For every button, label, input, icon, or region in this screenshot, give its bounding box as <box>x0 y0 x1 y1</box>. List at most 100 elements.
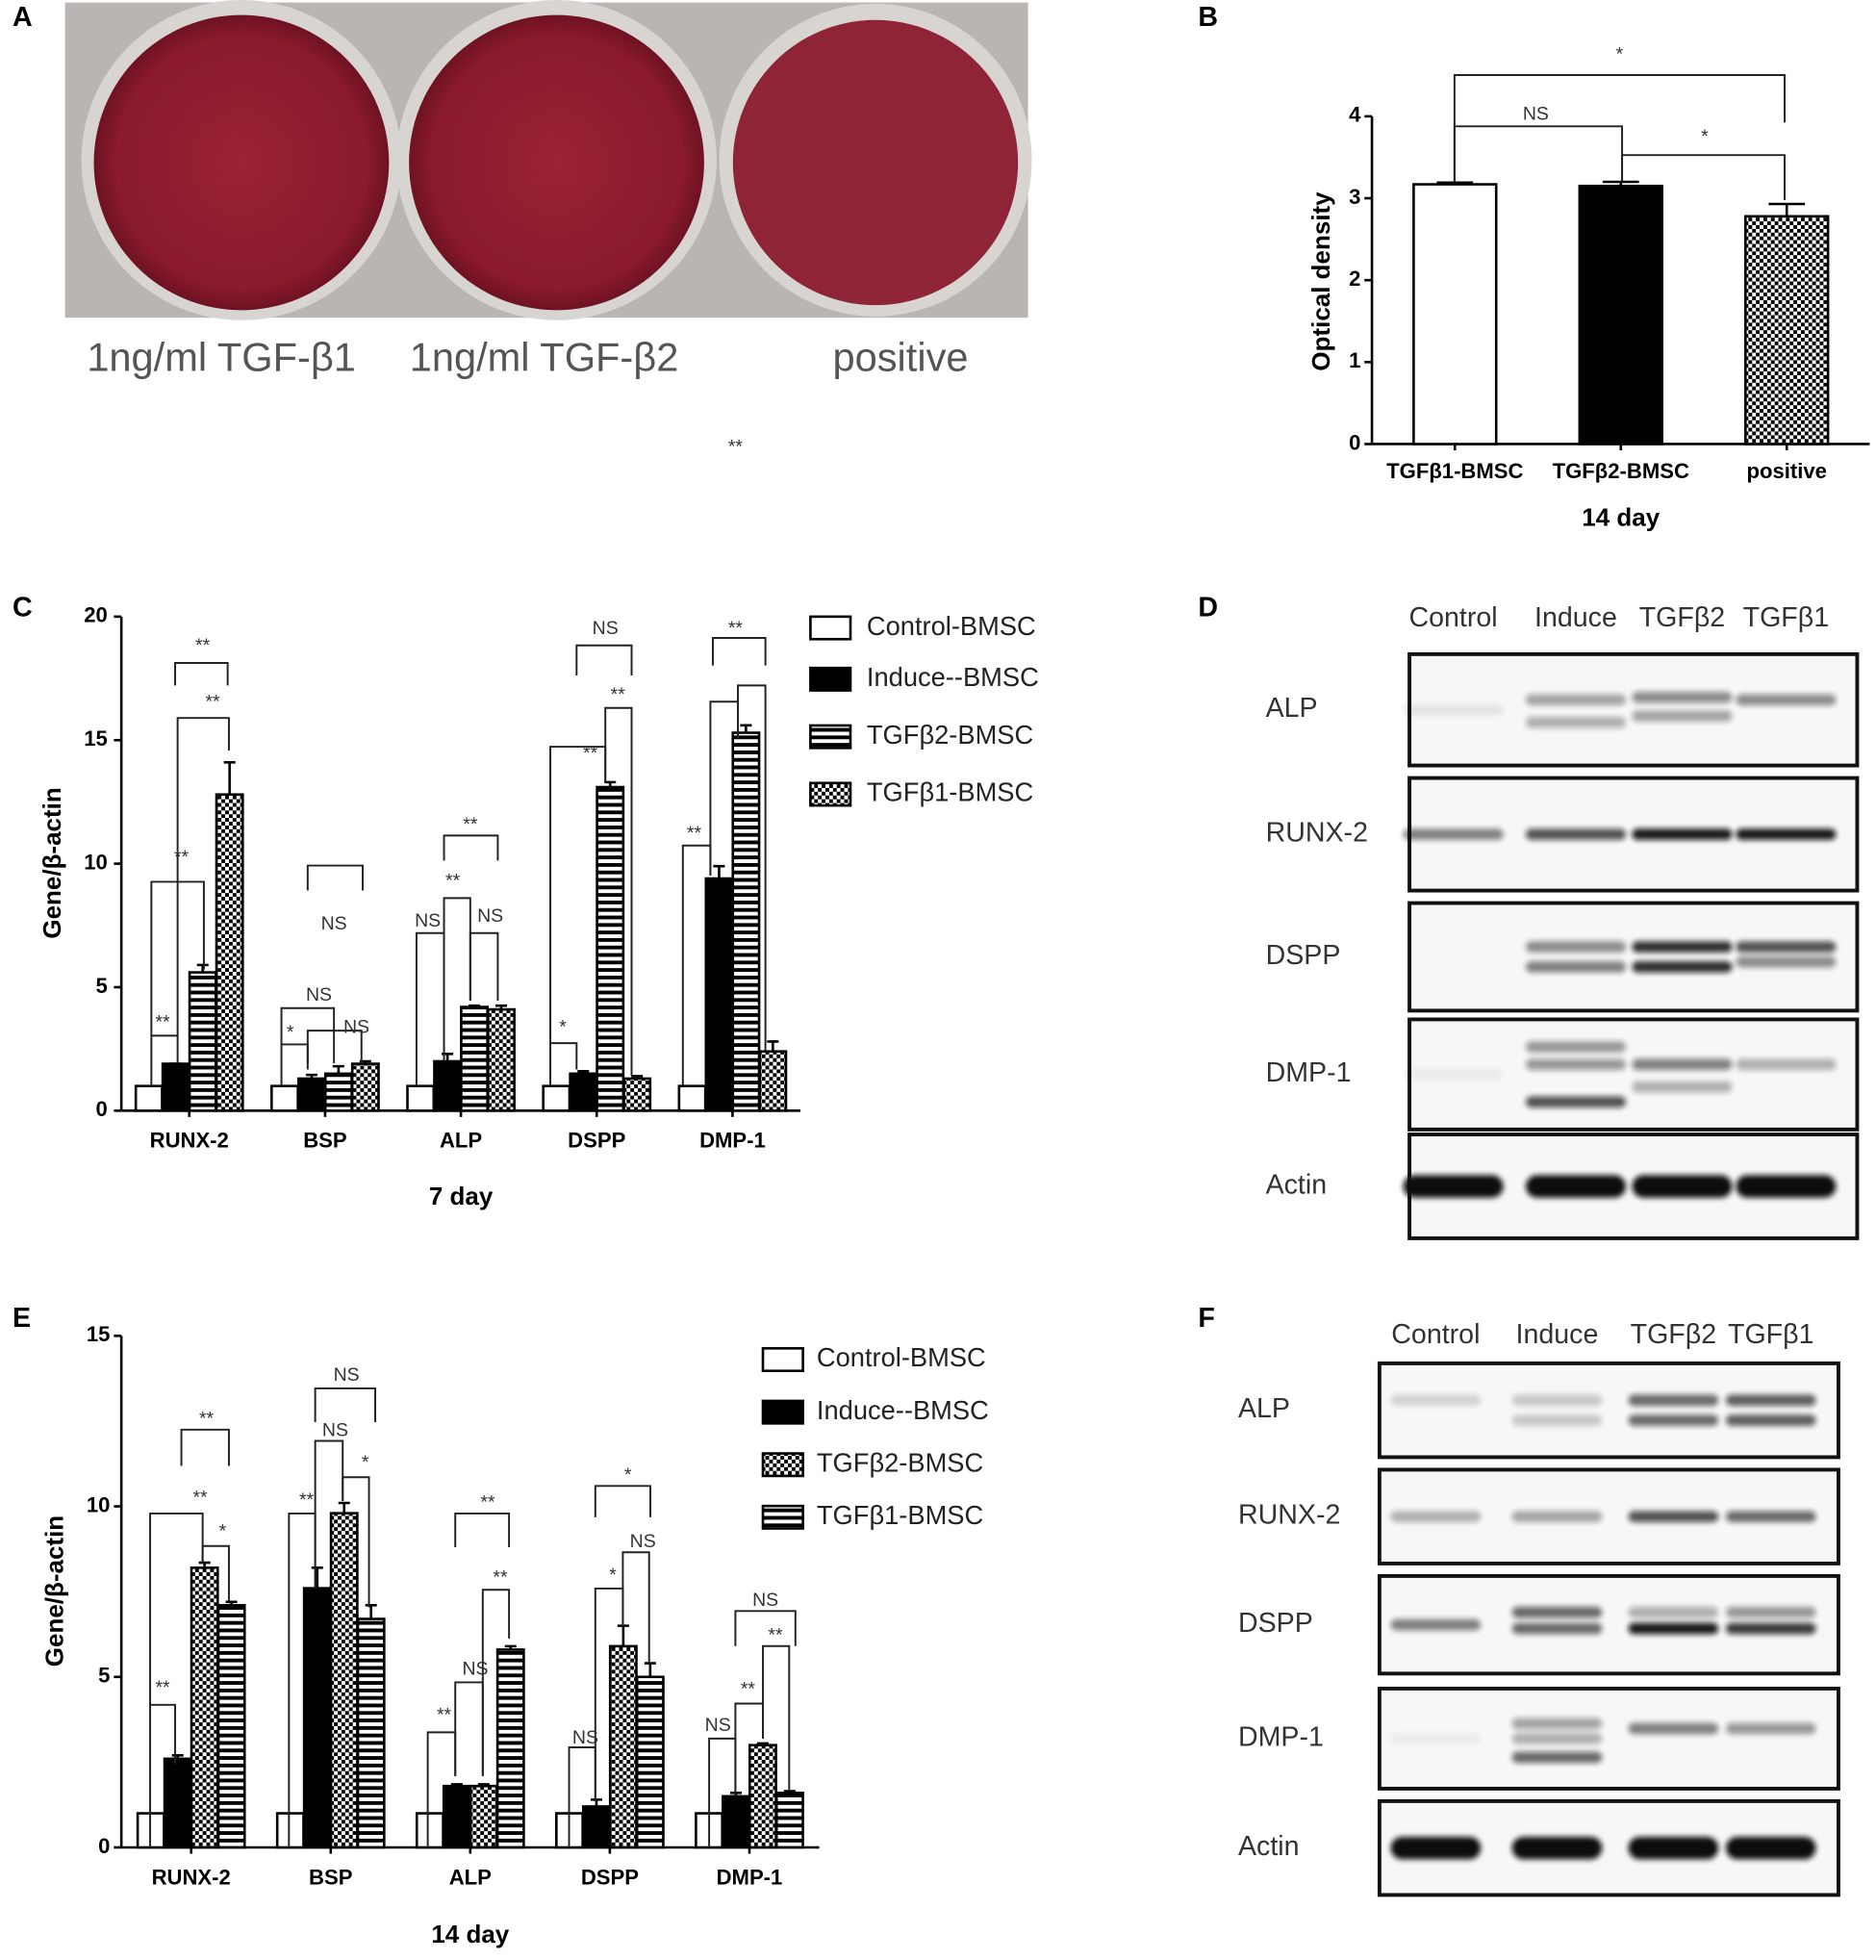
bar <box>216 1604 246 1849</box>
panel-label: D <box>1198 593 1218 624</box>
annotation: * <box>362 1452 369 1473</box>
bar <box>329 1512 359 1849</box>
legend-label: Induce--BMSC <box>867 662 1039 692</box>
annotation: NS <box>477 905 503 927</box>
annotation: ** <box>480 1492 495 1514</box>
blot-band <box>1628 1622 1719 1635</box>
bar <box>270 1084 299 1112</box>
legend-label: TGFβ1-BMSC <box>817 1500 983 1530</box>
annotation: NS <box>593 618 619 639</box>
bar <box>495 1648 525 1849</box>
error-bar <box>713 864 725 879</box>
blot-band <box>1390 1836 1482 1860</box>
blot-band <box>1525 828 1626 840</box>
legend-swatch <box>761 1399 804 1425</box>
row-label: Actin <box>1238 1831 1300 1862</box>
annotation: NS <box>321 913 347 934</box>
error-bar <box>617 1624 629 1646</box>
annotation: ** <box>445 871 461 892</box>
x-axis-label: 14 day <box>431 1920 509 1948</box>
blot-band <box>1511 1606 1603 1618</box>
blot-band <box>1736 1058 1837 1071</box>
blot-band <box>1511 1622 1603 1635</box>
bar <box>188 971 217 1112</box>
annotation: ** <box>611 684 626 705</box>
blot-band <box>1736 828 1837 840</box>
x-tick-label: BSP <box>309 1865 352 1889</box>
bar <box>161 1062 190 1112</box>
blot-band <box>1525 1058 1626 1071</box>
blot-band <box>1390 1394 1482 1407</box>
lane-label: TGFβ1 <box>1743 602 1829 633</box>
bar <box>758 1050 788 1112</box>
legend-swatch <box>761 1452 804 1478</box>
blot-band <box>1632 1175 1733 1198</box>
x-tick-label: BSP <box>303 1129 346 1153</box>
y-tick-label: 1 <box>1349 348 1360 372</box>
x-tick-label: RUNX-2 <box>150 1129 229 1153</box>
significance-bracket <box>1453 125 1624 182</box>
x-tick-label: DSPP <box>581 1865 639 1889</box>
error-bar <box>767 1040 779 1052</box>
legend-label: TGFβ2-BMSC <box>817 1447 983 1477</box>
annotation: NS <box>630 1531 656 1552</box>
blot-band <box>1403 703 1504 716</box>
bar <box>275 1812 305 1849</box>
blot-band <box>1511 1511 1603 1523</box>
annotation: * <box>1701 126 1709 147</box>
y-axis-label: Gene/β-actin <box>38 787 66 938</box>
annotation: ** <box>195 635 211 656</box>
annotation: NS <box>462 1659 488 1680</box>
bar <box>1578 184 1663 445</box>
well <box>732 19 1019 306</box>
bar <box>622 1077 652 1112</box>
y-tick-label: 10 <box>84 850 108 874</box>
row-label: Actin <box>1266 1170 1328 1201</box>
bar <box>163 1757 192 1849</box>
panel-label: F <box>1198 1303 1214 1334</box>
bar <box>215 793 244 1112</box>
error-bar <box>365 1604 377 1619</box>
legend-label: Control-BMSC <box>817 1342 986 1372</box>
blot-band <box>1403 1175 1504 1198</box>
error-bar <box>223 761 236 795</box>
significance-bracket <box>150 1034 179 1086</box>
annotation: ** <box>768 1624 783 1645</box>
bar <box>460 1005 489 1112</box>
panel-label: B <box>1198 2 1218 33</box>
significance-bracket <box>149 1703 177 1848</box>
annotation: * <box>219 1521 227 1542</box>
blot-band <box>1390 1618 1482 1631</box>
annotation: ** <box>687 823 702 844</box>
bar <box>350 1062 380 1112</box>
annotation: * <box>559 1017 567 1038</box>
significance-bracket <box>712 636 767 666</box>
row-label: DMP-1 <box>1266 1057 1352 1088</box>
panel-label: A <box>13 2 33 33</box>
significance-bracket <box>469 931 499 1001</box>
well <box>93 14 390 311</box>
y-tick-label: 3 <box>1349 185 1360 209</box>
legend-label: Induce--BMSC <box>817 1395 989 1425</box>
lane-label: TGFβ2 <box>1639 602 1725 633</box>
well-label: positive <box>833 334 969 379</box>
blot-band <box>1725 1511 1816 1523</box>
annotation: * <box>609 1565 617 1586</box>
significance-bracket <box>201 1544 230 1601</box>
blot-band <box>1511 1718 1603 1730</box>
annotation: ** <box>192 1487 208 1508</box>
y-tick-label: 5 <box>96 974 108 998</box>
annotation: NS <box>1523 104 1549 125</box>
x-tick-label: RUNX-2 <box>152 1865 231 1889</box>
annotation: NS <box>322 1419 348 1440</box>
significance-bracket <box>314 1439 344 1589</box>
significance-bracket <box>149 1512 204 1705</box>
bar <box>704 877 734 1112</box>
blot-frame <box>1407 901 1860 1013</box>
y-tick-label: 15 <box>87 1322 111 1346</box>
legend-label: TGFβ2-BMSC <box>867 720 1033 750</box>
blot-band <box>1390 1733 1482 1744</box>
blot-band <box>1632 710 1733 723</box>
row-label: DSPP <box>1266 940 1341 971</box>
bar <box>569 1072 598 1112</box>
